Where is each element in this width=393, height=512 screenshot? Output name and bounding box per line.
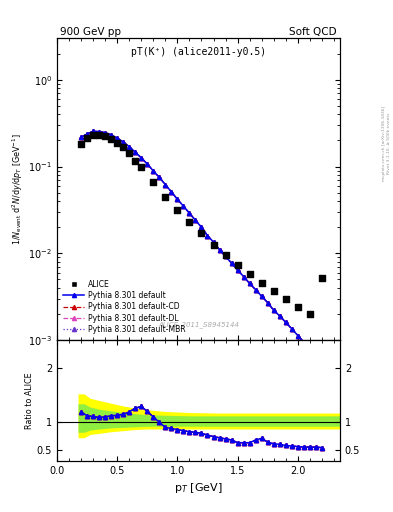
Point: [132, 157, 138, 165]
Point: [138, 163, 144, 172]
Point: [126, 150, 132, 158]
Point: [222, 251, 229, 260]
Y-axis label: $1/N_{\rm event}\ {\rm d}^2N/{\rm d}y/{\rm d}p_T\ [{\rm GeV}^{-1}]$: $1/N_{\rm event}\ {\rm d}^2N/{\rm d}y/{\…: [11, 133, 26, 245]
Point: [186, 218, 193, 226]
Text: ALICE_2011_S8945144: ALICE_2011_S8945144: [158, 322, 239, 328]
Point: [210, 241, 217, 249]
Legend: ALICE, Pythia 8.301 default, Pythia 8.301 default-CD, Pythia 8.301 default-DL, P: ALICE, Pythia 8.301 default, Pythia 8.30…: [61, 278, 188, 336]
X-axis label: p$_T$ [GeV]: p$_T$ [GeV]: [174, 481, 223, 495]
Point: [295, 303, 301, 311]
Point: [235, 261, 241, 269]
Point: [150, 178, 156, 186]
Point: [198, 229, 205, 238]
Point: [96, 131, 102, 139]
Point: [174, 205, 180, 214]
Point: [108, 135, 114, 143]
Point: [102, 132, 108, 140]
Text: mcplots.cern.ch [arXiv:1306.3436]: mcplots.cern.ch [arXiv:1306.3436]: [382, 106, 386, 181]
Text: pT(K⁺) (alice2011-y0.5): pT(K⁺) (alice2011-y0.5): [131, 48, 266, 57]
Text: Soft QCD: Soft QCD: [290, 27, 337, 37]
Point: [270, 287, 277, 295]
Point: [259, 279, 265, 287]
Point: [114, 139, 120, 147]
Point: [162, 193, 169, 201]
Point: [307, 310, 313, 318]
Text: Rivet 3.1.10, ≥ 500k events: Rivet 3.1.10, ≥ 500k events: [387, 113, 391, 174]
Y-axis label: Ratio to ALICE: Ratio to ALICE: [25, 372, 34, 429]
Point: [283, 294, 289, 303]
Point: [84, 134, 90, 142]
Point: [90, 131, 96, 139]
Point: [78, 140, 84, 148]
Point: [319, 274, 325, 282]
Text: 900 GeV pp: 900 GeV pp: [60, 27, 121, 37]
Point: [120, 143, 127, 152]
Point: [246, 270, 253, 278]
